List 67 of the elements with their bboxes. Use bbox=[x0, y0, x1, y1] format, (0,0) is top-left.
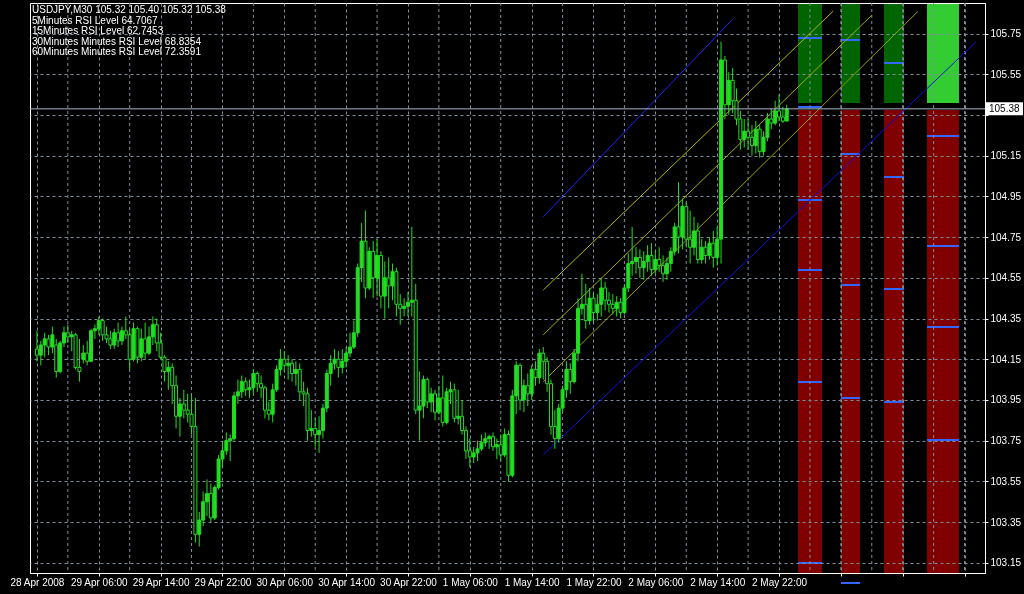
x-tick-label: 1 May 22:00 bbox=[566, 576, 622, 588]
x-tick-label: 2 May 14:00 bbox=[690, 576, 746, 588]
candlestick bbox=[166, 360, 171, 391]
y-tick-label: 105.15 bbox=[990, 150, 1022, 162]
candlestick bbox=[116, 322, 121, 348]
y-tick-label: 104.55 bbox=[990, 272, 1022, 284]
x-tick-label: 28 Apr 2008 bbox=[10, 576, 65, 588]
candlestick bbox=[703, 240, 708, 265]
y-tick-label: 103.15 bbox=[990, 557, 1022, 569]
annotation: 5Minutes RSI Level 64.7067 bbox=[32, 14, 159, 26]
candlestick bbox=[603, 281, 608, 311]
candlestick bbox=[46, 334, 51, 356]
x-tick-label: 2 May 06:00 bbox=[628, 576, 684, 588]
y-tick-label: 105.55 bbox=[990, 68, 1022, 80]
y-tick-label: 105.75 bbox=[990, 28, 1022, 40]
candlestick bbox=[340, 348, 345, 374]
candlestick bbox=[108, 330, 113, 350]
chart-title: USDJPY,M30 105.32 105.40 105.32 105.38 bbox=[32, 4, 227, 15]
candlestick bbox=[753, 120, 758, 155]
candlestick bbox=[591, 291, 596, 324]
y-tick-label: 104.35 bbox=[990, 313, 1022, 325]
candlestick bbox=[336, 350, 341, 379]
annotation: 30Minutes Minutes RSI Level 68.8354 bbox=[32, 35, 202, 47]
candlestick bbox=[251, 368, 256, 395]
x-tick-label: 2 May 22:00 bbox=[751, 576, 808, 588]
candlestick bbox=[290, 358, 295, 383]
x-tick-label: 30 Apr 22:00 bbox=[380, 576, 438, 588]
candlestick bbox=[34, 330, 39, 362]
candlestick bbox=[777, 94, 782, 122]
candlestick bbox=[637, 248, 642, 279]
candlestick bbox=[610, 293, 615, 315]
y-tick-label: 103.55 bbox=[990, 475, 1022, 487]
x-tick-label: 30 Apr 14:00 bbox=[318, 576, 376, 588]
candlestick bbox=[707, 236, 712, 260]
y-tick-label: 104.95 bbox=[990, 190, 1022, 202]
candlestick bbox=[525, 373, 530, 407]
x-tick-label: 1 May 14:00 bbox=[504, 576, 561, 588]
candlestick bbox=[433, 389, 438, 421]
x-tick-label: 29 Apr 06:00 bbox=[70, 576, 129, 588]
candlestick bbox=[649, 242, 654, 277]
x-tick-label: 29 Apr 14:00 bbox=[132, 576, 190, 588]
candlestick bbox=[181, 389, 186, 419]
candlestick bbox=[487, 434, 492, 450]
candlestick bbox=[375, 238, 380, 297]
x-tick-label: 1 May 06:00 bbox=[442, 576, 499, 588]
y-tick-label: 104.15 bbox=[990, 353, 1022, 365]
candlestick bbox=[599, 277, 604, 317]
candlestick bbox=[587, 287, 592, 326]
annotation: 15Minutes RSI Level 62.7453 bbox=[32, 25, 164, 36]
candlestick bbox=[742, 118, 747, 149]
x-tick-label: 29 Apr 22:00 bbox=[194, 576, 252, 588]
y-tick-label: 103.95 bbox=[990, 394, 1022, 406]
y-tick-label: 104.75 bbox=[990, 231, 1022, 243]
candlestick bbox=[143, 322, 148, 360]
candlestick bbox=[139, 328, 144, 362]
candlestick bbox=[286, 354, 291, 381]
y-tick-label: 103.75 bbox=[990, 435, 1022, 447]
candlestick bbox=[425, 377, 430, 409]
candlestick bbox=[494, 438, 499, 460]
candlestick bbox=[282, 350, 287, 372]
candlestick bbox=[711, 230, 716, 269]
y-tick-label: 103.35 bbox=[990, 516, 1022, 528]
candlestick bbox=[653, 250, 658, 275]
annotation: 60Minutes Minutes RSI Level 72.3591 bbox=[32, 46, 202, 57]
x-tick-label: 30 Apr 06:00 bbox=[256, 576, 314, 588]
ref-line-label: 105.38 bbox=[989, 102, 1021, 114]
candlestick bbox=[243, 377, 248, 397]
